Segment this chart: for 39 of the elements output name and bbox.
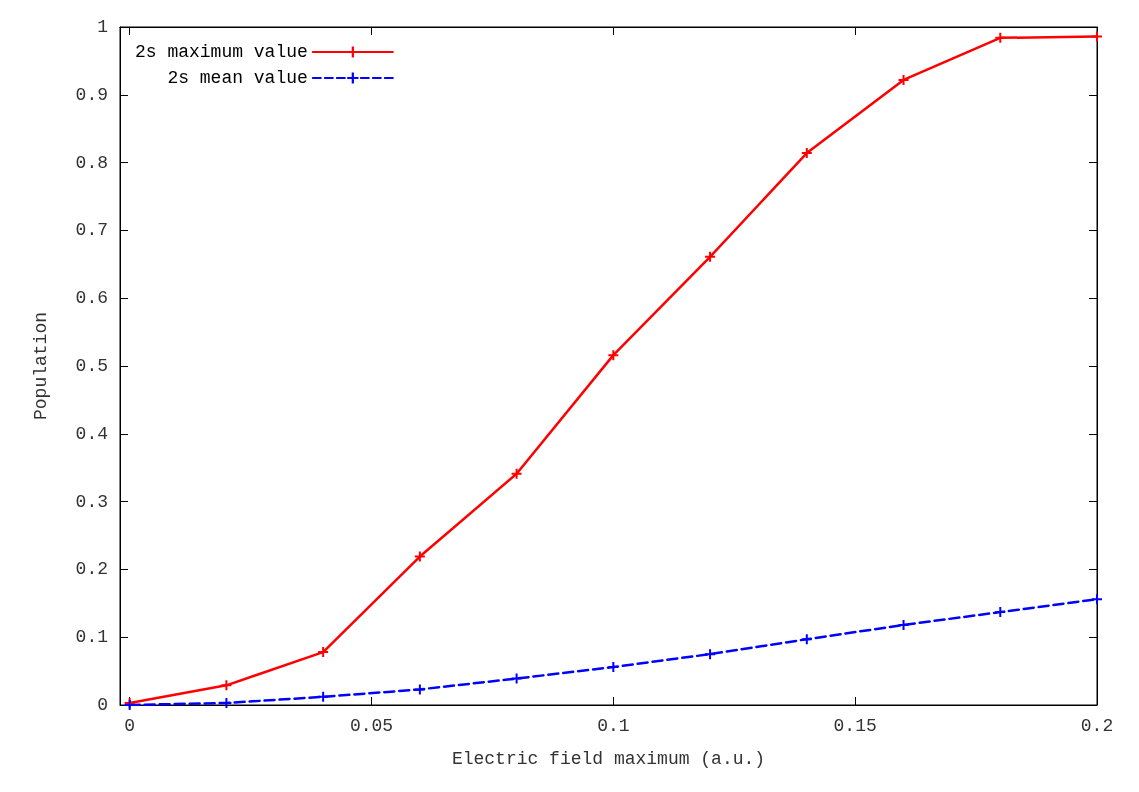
point — [995, 32, 1006, 43]
point — [318, 691, 329, 702]
point — [318, 647, 329, 658]
x-tick-label: 0.15 — [833, 716, 877, 736]
x-tick-label: 0.1 — [597, 716, 630, 736]
point — [1092, 31, 1102, 42]
point — [995, 607, 1006, 618]
point — [705, 251, 716, 262]
point — [801, 148, 812, 159]
legend-label: 2s mean value — [167, 68, 308, 88]
y-tick-label: 0.5 — [75, 356, 108, 376]
point — [511, 468, 522, 479]
point — [414, 684, 425, 695]
point — [414, 551, 425, 562]
point — [1092, 594, 1102, 605]
y-tick-label: 0.1 — [75, 627, 108, 648]
x-tick-label: 0.05 — [349, 716, 394, 736]
y-tick-label: 0.3 — [75, 491, 108, 512]
point — [511, 673, 522, 684]
x-tick-label: 0.2 — [1080, 716, 1114, 736]
point — [608, 350, 619, 361]
y-tick-label: 0 — [97, 695, 108, 715]
point — [221, 680, 232, 691]
x-axis-title: Electric field maximum (a.u.) — [451, 749, 766, 769]
point — [801, 634, 812, 645]
point — [608, 662, 619, 673]
y-tick-label: 0.2 — [75, 559, 108, 580]
y-tick-label: 0.9 — [75, 84, 108, 105]
legend-label: 2s maximum value — [135, 42, 308, 62]
y-tick-label: 0.4 — [75, 423, 108, 444]
point — [705, 649, 716, 660]
y-axis-title: Population — [31, 311, 51, 421]
y-tick-label: 0.8 — [75, 152, 108, 173]
y-tick-label: 0.6 — [75, 288, 108, 309]
x-tick-label: 0 — [124, 716, 136, 736]
y-tick-label: 1 — [97, 17, 108, 37]
point — [898, 74, 909, 85]
point — [898, 620, 909, 630]
y-tick-label: 0.7 — [75, 220, 108, 241]
